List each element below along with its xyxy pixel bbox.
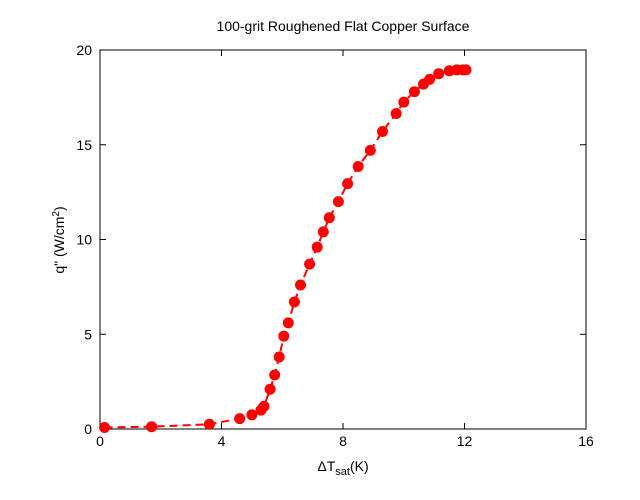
data-point [282,317,294,329]
x-axis-label-suffix: (K) [350,458,369,474]
x-axis-label: ΔTsat(K) [317,458,368,478]
data-point [398,96,410,108]
data-point [408,86,420,98]
x-axis-label-prefix: ΔT [317,458,335,474]
data-point [99,422,111,433]
chart-title: 100-grit Roughened Flat Copper Surface [217,18,470,34]
y-tick-label: 5 [84,326,92,342]
data-point [424,73,436,85]
data-point [377,126,388,137]
y-axis-label-superscript: 2 [51,211,62,217]
data-point [278,330,290,342]
data-point [203,418,215,430]
data-point [460,64,472,76]
data-point [352,161,364,172]
plot-frame [99,49,587,430]
x-tick-label: 4 [218,433,226,449]
x-axis-label-subscript: sat [335,466,350,478]
data-point [258,400,270,412]
data-point [234,413,246,425]
data-point [332,196,344,208]
data-point [311,241,323,253]
data-point [295,279,306,291]
y-tick-label: 10 [76,232,92,248]
data-point [288,296,300,308]
data-point [246,409,258,421]
x-tick-label: 16 [578,433,594,449]
y-tick-label: 15 [76,137,92,153]
y-axis-label-suffix: ) [51,206,67,211]
y-axis-label: q" (W/cm2) [51,206,67,273]
data-point [317,226,329,238]
plot-area [99,49,587,430]
series-group [99,64,472,433]
axis-tick-labels: 0 4 8 12 16 0 5 10 15 20 [76,42,594,449]
data-point [146,421,158,433]
data-point [342,178,354,190]
data-point [323,212,335,224]
x-tick-label: 0 [96,433,104,449]
data-point [433,68,445,80]
data-point [390,108,402,119]
y-tick-label: 20 [76,42,92,58]
data-point [264,383,276,395]
x-tick-label: 12 [457,433,473,449]
y-tick-label: 0 [84,421,92,437]
x-tick-label: 8 [339,433,347,449]
data-point [304,258,316,270]
data-point [273,351,285,363]
data-point [364,144,376,156]
y-axis-label-prefix: q" (W/cm [51,217,67,274]
data-point [269,369,281,381]
